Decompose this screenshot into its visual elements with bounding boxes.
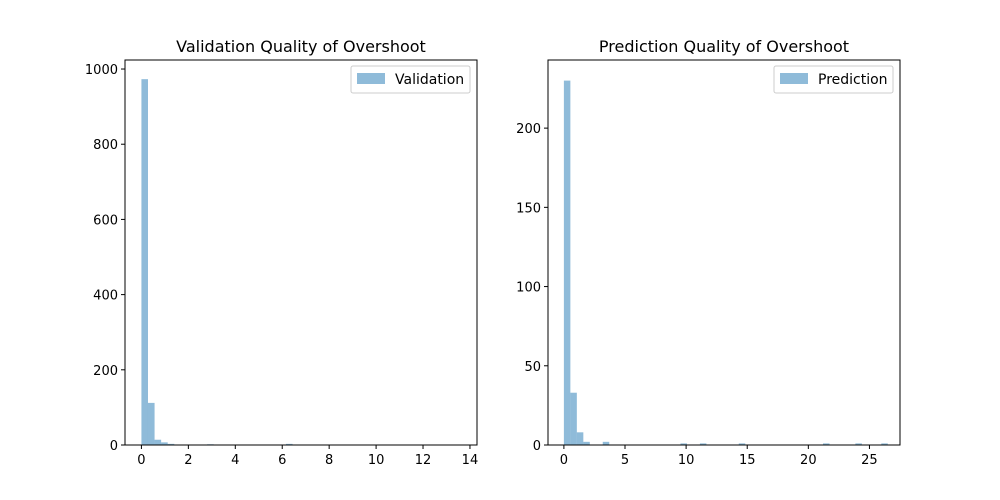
prediction-bar (823, 443, 830, 445)
validation-axes-frame (124, 59, 478, 446)
validation-x-tick-label: 6 (278, 453, 286, 468)
validation-x-tick-label: 4 (231, 453, 239, 468)
prediction-legend-label: Prediction (818, 72, 888, 88)
prediction-bar (855, 443, 862, 445)
prediction-bar (602, 441, 610, 445)
validation-bar (161, 442, 168, 445)
validation-x-tick-label: 8 (325, 453, 333, 468)
validation-chart: Validation Quality of Overshoot 0 2 4 6 8 10 1… (85, 37, 478, 468)
prediction-chart: Prediction Quality of Overshoot 0 5 10 15 20… (516, 37, 901, 468)
validation-bar (167, 443, 175, 445)
prediction-bar (570, 392, 577, 445)
validation-x-tick-label: 0 (137, 453, 145, 468)
validation-legend: Validation (350, 65, 471, 94)
validation-x-ticks: 0 2 4 6 8 10 12 14 (137, 445, 478, 468)
validation-legend-box (350, 65, 471, 94)
validation-bar (154, 439, 162, 445)
validation-legend-label: Validation (395, 72, 464, 88)
prediction-bar (881, 443, 888, 445)
validation-y-tick-label: 1000 (85, 63, 118, 78)
validation-chart-title: Validation Quality of Overshoot (176, 37, 426, 56)
validation-y-tick-label: 400 (93, 289, 118, 304)
prediction-bar (699, 443, 707, 445)
validation-x-tick-label: 10 (368, 453, 385, 468)
prediction-x-ticks: 0 5 10 15 20 25 (560, 445, 878, 468)
validation-x-tick-label: 14 (462, 453, 479, 468)
prediction-x-tick-label: 15 (739, 453, 756, 468)
validation-bar (141, 79, 148, 445)
validation-x-tick-label: 2 (184, 453, 192, 468)
prediction-x-tick-label: 25 (861, 453, 878, 468)
prediction-y-tick-label: 100 (516, 281, 541, 296)
prediction-y-tick-label: 0 (533, 439, 541, 454)
validation-y-tick-label: 200 (93, 364, 118, 379)
prediction-legend-swatch (780, 73, 808, 84)
validation-bar (285, 443, 293, 445)
prediction-y-tick-label: 50 (524, 360, 541, 375)
prediction-x-tick-label: 20 (800, 453, 817, 468)
prediction-bar (563, 80, 571, 445)
prediction-bar (583, 441, 590, 445)
prediction-x-tick-label: 0 (560, 453, 568, 468)
validation-x-tick-label: 12 (415, 453, 432, 468)
prediction-chart-title: Prediction Quality of Overshoot (599, 37, 849, 56)
prediction-y-ticks: 0 50 100 150 200 (516, 122, 548, 454)
validation-y-ticks: 0 200 400 600 800 1000 (85, 63, 125, 454)
validation-y-tick-label: 0 (110, 439, 118, 454)
prediction-legend: Prediction (773, 65, 894, 94)
validation-y-tick-label: 600 (93, 213, 118, 228)
prediction-y-tick-label: 200 (516, 122, 541, 137)
prediction-bar (680, 443, 687, 445)
prediction-axes-frame (547, 59, 901, 446)
validation-y-tick-label: 800 (93, 138, 118, 153)
prediction-bars (563, 80, 888, 445)
prediction-y-tick-label: 150 (516, 201, 541, 216)
prediction-bar (576, 432, 584, 445)
validation-bar (147, 402, 155, 445)
prediction-x-tick-label: 5 (621, 453, 629, 468)
prediction-legend-box (773, 65, 894, 94)
validation-legend-swatch (357, 73, 385, 84)
prediction-x-tick-label: 10 (678, 453, 695, 468)
prediction-bar (738, 443, 746, 445)
